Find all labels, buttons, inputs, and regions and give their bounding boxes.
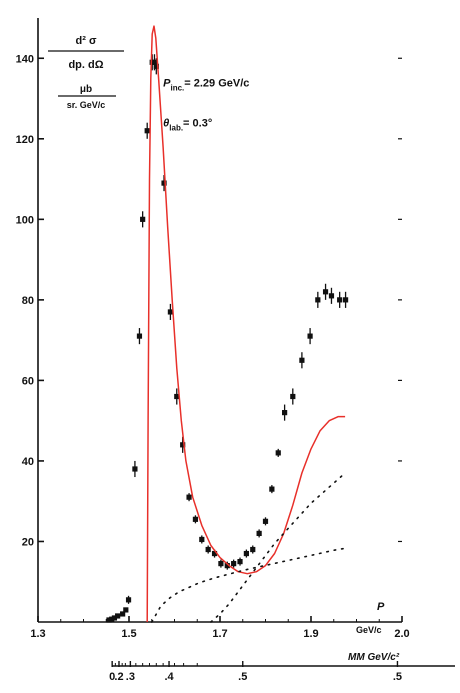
y-tick-label-60: 60 [22,375,34,387]
y-tick-label-100: 100 [16,214,34,226]
ylabel-unit-denominator: sr. GeV/c [67,100,106,110]
data-point [109,616,115,622]
annotations: Pinc.= 2.29 GeV/c θlab.= 0.3° P [163,77,385,612]
y-tick-label-140: 140 [16,53,34,65]
background-curve-3 [210,472,346,623]
y-axis-label: d² σ dp. dΩ μb sr. GeV/c [48,35,124,110]
data-point [106,617,112,623]
ylabel-numerator: d² σ [76,35,97,47]
y-tick-label-80: 80 [22,295,34,307]
secondary-tick-label-2: .3 [126,671,135,683]
x-axis-label: GeV/c [356,625,382,635]
x-tick-label-1.9: 1.9 [303,628,318,640]
data-point [111,615,118,621]
y-tick-label-40: 40 [22,456,34,468]
corner-label: P [377,601,385,613]
x-tick-label-1.5: 1.5 [121,628,136,640]
y-tick-label-120: 120 [16,134,34,146]
annotation-0: Pinc.= 2.29 GeV/c [163,77,249,92]
secondary-axis-label: MM GeV/c² [348,652,400,663]
secondary-tick-label-4: .5 [238,671,247,683]
x-tick-label-1.7: 1.7 [212,628,227,640]
ylabel-unit-numerator: μb [80,84,92,95]
secondary-tick-label-0: 0 [109,671,115,683]
data-point [115,613,121,619]
data-point [120,611,126,617]
fit-curve [146,25,346,623]
y-tick-label-20: 20 [22,536,34,548]
secondary-tick-label-3: .4 [164,671,174,683]
x-tick-label-1.3: 1.3 [30,628,45,640]
ticks: 20 40 60 80 100 120 140 1.3 1.5 1.7 1.9 2.0 0.2.3 .4.… [16,53,410,683]
background-curve-2 [151,547,346,623]
data-point [123,607,129,613]
ylabel-denominator: dp. dΩ [68,59,103,71]
secondary-tick-label-5: .5 [393,671,402,683]
secondary-tick-label-1: .2 [114,671,123,683]
series-layer [106,25,349,623]
annotation-1: θlab.= 0.3° [163,118,212,133]
x-tick-label-2.0: 2.0 [394,628,409,640]
